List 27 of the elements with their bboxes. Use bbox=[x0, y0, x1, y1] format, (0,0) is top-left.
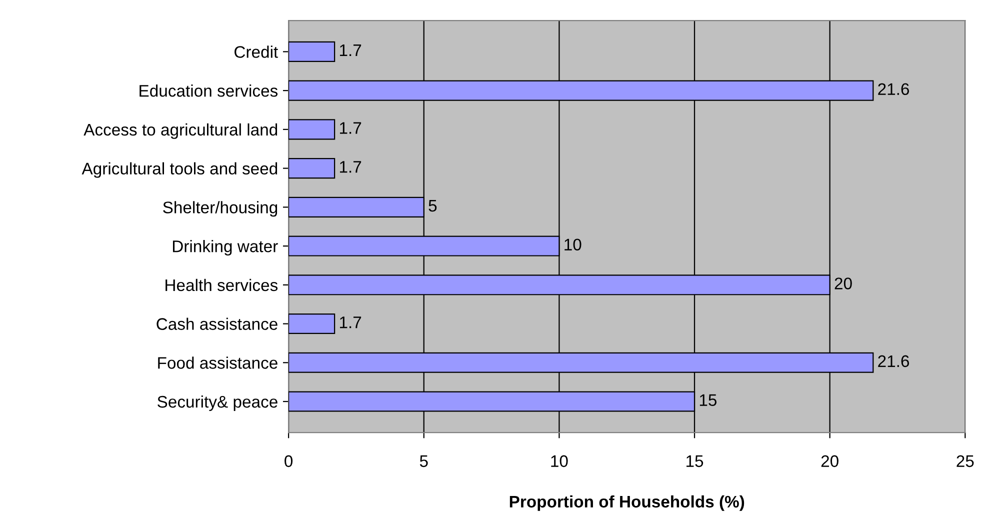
y-tick-label: Food assistance bbox=[158, 356, 278, 369]
data-label: 1.7 bbox=[340, 122, 362, 134]
y-tick-label: Drinking water bbox=[172, 240, 278, 256]
data-label: 1.7 bbox=[340, 316, 362, 328]
x-axis-title: Proportion of Households (%) bbox=[510, 495, 744, 511]
y-tick-label: Cash assistance bbox=[156, 318, 278, 330]
y-tick-label: Health services bbox=[166, 278, 278, 292]
data-label: 1.7 bbox=[340, 161, 362, 173]
data-label: 15 bbox=[700, 394, 717, 406]
x-tick-label: 25 bbox=[956, 455, 974, 468]
x-tick-label: 0 bbox=[284, 455, 293, 468]
x-tick-label: 10 bbox=[551, 455, 568, 468]
y-tick-label: Credit bbox=[234, 46, 278, 58]
x-tick-label: 20 bbox=[821, 455, 838, 468]
y-tick-label: Education services bbox=[140, 84, 278, 97]
y-tick-label: Agricultural tools and seed bbox=[82, 162, 278, 178]
data-label: 20 bbox=[834, 278, 852, 290]
data-label: 10 bbox=[564, 238, 582, 251]
y-tick-label: Shelter/housing bbox=[163, 201, 278, 217]
data-label: 1.7 bbox=[340, 44, 362, 56]
y-tick-label: Security& peace bbox=[158, 395, 278, 412]
data-label: 21.6 bbox=[878, 355, 910, 368]
x-tick-label: 5 bbox=[420, 455, 428, 468]
data-label: 21.6 bbox=[878, 83, 910, 96]
y-tick-label: Access to agricultural land bbox=[84, 123, 278, 139]
data-label: 5 bbox=[428, 200, 437, 212]
x-tick-label: 15 bbox=[686, 455, 704, 468]
